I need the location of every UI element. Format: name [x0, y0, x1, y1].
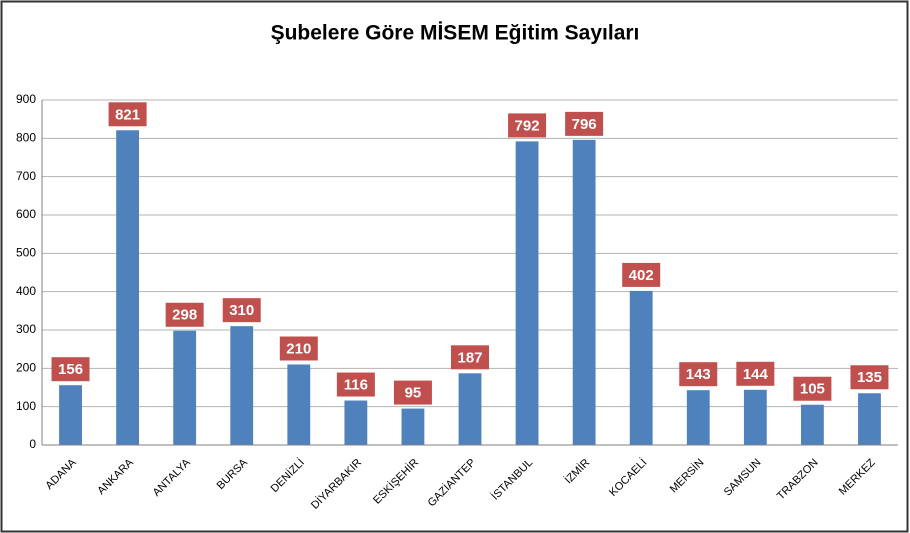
- y-tick-label: 800: [16, 131, 36, 145]
- bar: [458, 373, 482, 445]
- data-label: 156: [58, 361, 83, 378]
- bar: [287, 364, 311, 445]
- data-label-box: [165, 302, 204, 327]
- data-label: 105: [800, 381, 825, 398]
- y-tick-label: 600: [16, 207, 36, 221]
- data-label-box: [736, 361, 775, 386]
- data-label-box: [451, 345, 489, 370]
- y-tick-label: 300: [16, 322, 36, 336]
- bar: [344, 400, 368, 445]
- y-tick-label: 900: [16, 92, 36, 106]
- data-label: 796: [572, 116, 597, 133]
- data-label: 144: [743, 366, 769, 383]
- y-tick-label: 700: [16, 169, 36, 183]
- y-tick-label: 400: [16, 284, 36, 298]
- data-label: 821: [115, 106, 140, 123]
- data-label-box: [108, 102, 147, 127]
- bar: [173, 330, 197, 445]
- data-label: 210: [286, 340, 311, 357]
- bar: [629, 290, 653, 445]
- data-label: 402: [629, 267, 654, 284]
- data-label-box: [679, 362, 718, 387]
- bar: [686, 390, 710, 445]
- data-label: 135: [857, 369, 882, 386]
- data-label: 95: [405, 385, 422, 402]
- chart-title: Şubelere Göre MİSEM Eğitim Sayıları: [271, 22, 640, 45]
- data-label-box: [51, 357, 90, 382]
- data-label: 143: [686, 366, 711, 383]
- data-label-box: [222, 298, 261, 323]
- data-label: 298: [172, 307, 197, 324]
- y-tick-label: 500: [16, 246, 36, 260]
- bar: [858, 393, 881, 445]
- data-label-box: [279, 336, 318, 361]
- bar: [230, 326, 254, 445]
- data-label-box: [793, 376, 832, 401]
- bar: [401, 408, 425, 445]
- data-label-box: [850, 365, 889, 390]
- data-label-box: [336, 372, 375, 397]
- y-tick-label: 100: [16, 399, 36, 413]
- data-label: 792: [515, 117, 540, 134]
- data-label-box: [565, 111, 604, 136]
- y-tick-label: 200: [16, 361, 36, 375]
- data-label: 116: [344, 377, 368, 394]
- bar: [515, 141, 539, 445]
- bar: [800, 404, 824, 445]
- data-label-box: [393, 380, 432, 405]
- bar: [116, 130, 140, 446]
- data-label-box: [508, 113, 547, 138]
- y-tick-label: 0: [29, 437, 36, 451]
- bar: [743, 389, 767, 445]
- bar: [572, 139, 596, 445]
- data-label: 187: [457, 349, 482, 366]
- bar: [59, 385, 82, 445]
- data-label: 310: [229, 302, 254, 319]
- data-label-box: [622, 262, 661, 287]
